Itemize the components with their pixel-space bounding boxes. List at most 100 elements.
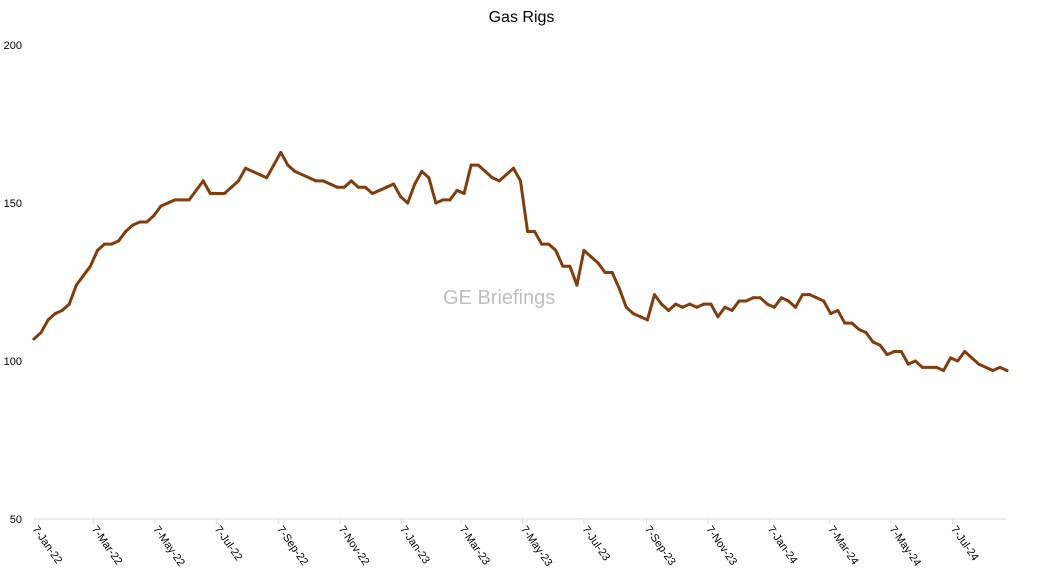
data-point [229, 185, 233, 189]
data-point [624, 305, 628, 309]
data-point [519, 179, 522, 183]
data-point [758, 296, 762, 300]
data-point [596, 261, 600, 265]
data-point [32, 337, 36, 341]
data-point [476, 163, 480, 167]
data-point [737, 299, 741, 303]
x-tick-label: 7-Jul-22 [212, 524, 245, 563]
data-point [483, 169, 487, 173]
data-point [850, 321, 854, 325]
data-point [906, 362, 910, 366]
data-point [215, 192, 219, 196]
data-point [321, 179, 325, 183]
x-tick-label: 7-May-23 [518, 524, 554, 569]
data-point [857, 327, 861, 331]
data-point [67, 302, 71, 306]
data-point [949, 356, 953, 360]
data-point [730, 308, 734, 312]
data-point [991, 368, 995, 372]
data-point [603, 271, 607, 275]
data-point [815, 296, 819, 300]
data-point [300, 173, 304, 177]
data-point [942, 368, 946, 372]
data-point [117, 239, 121, 243]
data-point [709, 302, 713, 306]
data-point [349, 179, 353, 183]
data-point [772, 305, 776, 309]
data-point [822, 299, 826, 303]
data-point [970, 356, 974, 360]
x-tick-label: 7-Jul-24 [948, 524, 981, 563]
data-point [547, 242, 551, 246]
data-point [554, 248, 558, 252]
data-point [702, 302, 706, 306]
x-tick-label: 7-May-22 [150, 524, 186, 569]
x-tick-label: 7-Sep-22 [274, 524, 310, 568]
data-point [462, 192, 466, 196]
data-point [885, 353, 889, 357]
data-point [526, 229, 530, 233]
data-point [88, 264, 92, 268]
data-point [152, 214, 156, 218]
y-tick-label: 50 [10, 514, 22, 526]
data-point [998, 365, 1002, 369]
data-point [335, 185, 339, 189]
data-point [843, 321, 847, 325]
data-point [251, 169, 255, 173]
data-point [74, 283, 78, 287]
data-point [836, 308, 840, 312]
x-tick-label: 7-Mar-24 [825, 524, 860, 567]
data-point [103, 242, 107, 246]
x-axis-ticks [33, 519, 954, 524]
data-point [878, 343, 882, 347]
data-point [39, 331, 43, 335]
data-point [511, 166, 515, 170]
x-tick-label: 7-Jul-23 [579, 524, 612, 563]
data-point [575, 283, 579, 287]
data-point [159, 204, 163, 208]
x-tick-label: 7-Jan-22 [30, 524, 65, 566]
x-tick-label: 7-May-24 [887, 524, 923, 569]
data-point [1005, 368, 1009, 372]
data-point [779, 296, 783, 300]
data-point [695, 305, 699, 309]
data-point [258, 173, 262, 177]
data-point [540, 242, 544, 246]
data-point [899, 350, 903, 354]
data-point [645, 318, 649, 322]
data-point [441, 198, 445, 202]
data-point [667, 308, 671, 312]
data-point [956, 359, 960, 363]
data-point [963, 350, 967, 354]
data-point [660, 302, 664, 306]
data-point [399, 195, 403, 199]
data-point [194, 188, 198, 192]
data-point [723, 305, 727, 309]
data-point [829, 312, 833, 316]
x-tick-label: 7-Mar-22 [89, 524, 124, 567]
data-point [786, 299, 790, 303]
data-point [370, 192, 374, 196]
data-point [681, 305, 685, 309]
data-point [124, 229, 128, 233]
data-point [110, 242, 114, 246]
data-point [293, 169, 297, 173]
data-point [455, 188, 459, 192]
data-point [631, 312, 635, 316]
data-point [81, 274, 85, 278]
data-point [568, 264, 572, 268]
data-point [610, 271, 614, 275]
data-point [279, 150, 283, 154]
data-point [765, 302, 769, 306]
y-tick-label: 200 [4, 40, 22, 52]
data-point [913, 359, 917, 363]
data-point [638, 315, 642, 319]
data-point [589, 255, 593, 259]
data-point [744, 299, 748, 303]
data-point [222, 192, 226, 196]
data-point [808, 293, 812, 297]
data-point [314, 179, 318, 183]
watermark-text: GE Briefings [443, 287, 556, 309]
data-point [448, 198, 452, 202]
